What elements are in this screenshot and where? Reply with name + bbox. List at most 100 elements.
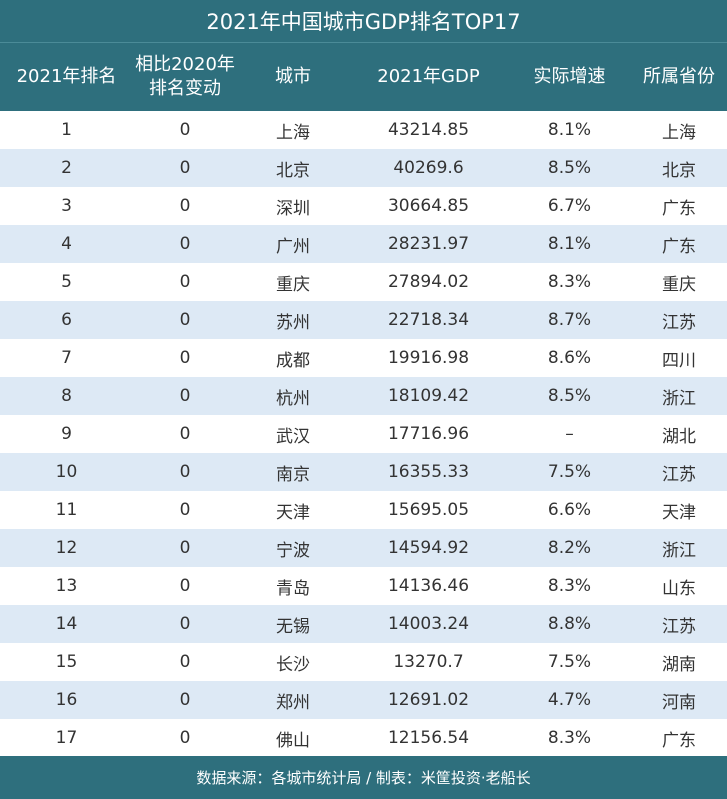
cell-province: 浙江 xyxy=(662,388,696,409)
cell-rank-change: 0 xyxy=(179,652,191,672)
cell-gdp: 14003.24 xyxy=(387,614,470,634)
cell-rank: 2 xyxy=(61,158,72,178)
cell-rank: 1 xyxy=(61,120,72,140)
cell-rank: 12 xyxy=(55,538,78,558)
table-row: 17 0 佛山 12156.54 8.3% 广东 xyxy=(0,719,727,757)
cell-province: 重庆 xyxy=(662,274,696,295)
header-province: 所属省份 xyxy=(643,66,715,87)
table-row: 3 0 深圳 30664.85 6.7% 广东 xyxy=(0,187,727,225)
cell-gdp: 19916.98 xyxy=(387,348,470,368)
cell-city: 成都 xyxy=(276,350,310,371)
cell-province: 江苏 xyxy=(662,616,696,637)
table-row: 16 0 郑州 12691.02 4.7% 河南 xyxy=(0,681,727,719)
header-gdp-2021: 2021年GDP xyxy=(377,66,480,87)
cell-city: 杭州 xyxy=(276,388,310,409)
cell-city: 苏州 xyxy=(276,312,310,333)
cell-growth: 8.1% xyxy=(547,120,592,140)
cell-growth: 8.1% xyxy=(547,234,592,254)
table-row: 1 0 上海 43214.85 8.1% 上海 xyxy=(0,111,727,149)
cell-gdp: 18109.42 xyxy=(387,386,470,406)
cell-province: 上海 xyxy=(662,122,696,143)
cell-rank: 9 xyxy=(61,424,72,444)
cell-province: 江苏 xyxy=(662,312,696,333)
cell-growth: 8.5% xyxy=(547,386,592,406)
cell-city: 长沙 xyxy=(276,654,310,675)
cell-gdp: 12156.54 xyxy=(387,728,470,748)
table-row: 6 0 苏州 22718.34 8.7% 江苏 xyxy=(0,301,727,339)
header-rank-change: 相比2020年 排名变动 xyxy=(135,54,235,99)
cell-growth: 8.3% xyxy=(547,576,592,596)
cell-growth: 4.7% xyxy=(547,690,592,710)
table-row: 13 0 青岛 14136.46 8.3% 山东 xyxy=(0,567,727,605)
cell-gdp: 27894.02 xyxy=(387,272,470,292)
cell-city: 广州 xyxy=(276,236,310,257)
cell-rank: 5 xyxy=(61,272,72,292)
cell-province: 湖南 xyxy=(662,654,696,675)
table-row: 7 0 成都 19916.98 8.6% 四川 xyxy=(0,339,727,377)
cell-growth: 8.5% xyxy=(547,158,592,178)
table-row: 11 0 天津 15695.05 6.6% 天津 xyxy=(0,491,727,529)
cell-growth: 8.3% xyxy=(547,728,592,748)
table-row: 8 0 杭州 18109.42 8.5% 浙江 xyxy=(0,377,727,415)
cell-rank: 3 xyxy=(61,196,72,216)
cell-gdp: 13270.7 xyxy=(393,652,464,672)
cell-growth: 6.6% xyxy=(547,500,592,520)
cell-rank-change: 0 xyxy=(179,234,191,254)
table-title: 2021年中国城市GDP排名TOP17 xyxy=(0,0,727,42)
cell-rank-change: 0 xyxy=(179,500,191,520)
cell-growth: 8.8% xyxy=(547,614,592,634)
cell-city: 深圳 xyxy=(276,198,310,219)
cell-city: 青岛 xyxy=(276,578,310,599)
cell-province: 河南 xyxy=(662,692,696,713)
cell-rank: 16 xyxy=(55,690,78,710)
cell-province: 四川 xyxy=(662,350,696,371)
cell-province: 江苏 xyxy=(662,464,696,485)
cell-rank-change: 0 xyxy=(179,614,191,634)
cell-rank-change: 0 xyxy=(179,120,191,140)
cell-growth: 8.7% xyxy=(547,310,592,330)
cell-rank: 14 xyxy=(55,614,78,634)
cell-rank: 17 xyxy=(55,728,78,748)
cell-gdp: 17716.96 xyxy=(387,424,470,444)
cell-rank-change: 0 xyxy=(179,386,191,406)
cell-gdp: 43214.85 xyxy=(387,120,470,140)
table-row: 2 0 北京 40269.6 8.5% 北京 xyxy=(0,149,727,187)
table-source-footer: 数据来源：各城市统计局 / 制表：米筐投资·老船长 xyxy=(0,756,727,799)
cell-rank: 4 xyxy=(61,234,72,254)
cell-province: 广东 xyxy=(662,730,696,751)
cell-growth: – xyxy=(565,424,574,444)
cell-city: 上海 xyxy=(276,122,310,143)
table-body: 1 0 上海 43214.85 8.1% 上海 2 0 北京 40269.6 8.5% 北京 3 0 深圳 3… xyxy=(0,111,727,757)
cell-rank: 13 xyxy=(55,576,78,596)
cell-city: 郑州 xyxy=(276,692,310,713)
cell-rank-change: 0 xyxy=(179,158,191,178)
cell-growth: 7.5% xyxy=(547,462,592,482)
cell-rank-change: 0 xyxy=(179,424,191,444)
header-real-growth: 实际增速 xyxy=(533,66,606,87)
table-row: 5 0 重庆 27894.02 8.3% 重庆 xyxy=(0,263,727,301)
cell-gdp: 12691.02 xyxy=(387,690,470,710)
cell-rank-change: 0 xyxy=(179,310,191,330)
cell-province: 天津 xyxy=(662,502,696,523)
cell-rank-change: 0 xyxy=(179,538,191,558)
cell-province: 北京 xyxy=(662,160,696,181)
cell-province: 浙江 xyxy=(662,540,696,561)
cell-growth: 8.2% xyxy=(547,538,592,558)
cell-growth: 8.3% xyxy=(547,272,592,292)
cell-rank-change: 0 xyxy=(179,576,191,596)
cell-rank-change: 0 xyxy=(179,348,191,368)
cell-growth: 7.5% xyxy=(547,652,592,672)
cell-province: 广东 xyxy=(662,198,696,219)
cell-gdp: 15695.05 xyxy=(387,500,470,520)
table-header-row: 2021年排名 相比2020年 排名变动 城市 2021年GDP 实际增速 所属… xyxy=(0,42,727,111)
cell-city: 天津 xyxy=(276,502,310,523)
table-row: 9 0 武汉 17716.96 – 湖北 xyxy=(0,415,727,453)
cell-rank: 10 xyxy=(55,462,78,482)
cell-city: 宁波 xyxy=(276,540,310,561)
cell-rank: 8 xyxy=(61,386,72,406)
cell-gdp: 28231.97 xyxy=(387,234,470,254)
cell-gdp: 14594.92 xyxy=(387,538,470,558)
table-row: 12 0 宁波 14594.92 8.2% 浙江 xyxy=(0,529,727,567)
cell-gdp: 16355.33 xyxy=(387,462,470,482)
